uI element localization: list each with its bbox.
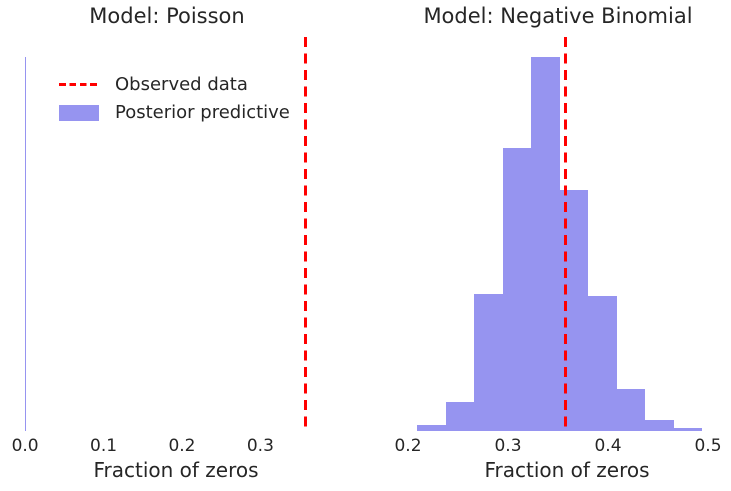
histogram-bar: [616, 389, 645, 431]
x-tick-label: 0.3: [494, 436, 522, 456]
legend-swatch-box: [59, 83, 99, 86]
x-tick-label: 0.0: [11, 436, 39, 456]
histogram-bar: [502, 147, 531, 431]
x-tick-label: 0.1: [90, 436, 118, 456]
histogram-bar: [588, 295, 617, 431]
legend-swatch-box: [59, 104, 99, 121]
observed-data-dashed-line-icon: [59, 83, 98, 86]
legend-label-observed-data: Observed data: [115, 73, 248, 95]
histogram-bar: [645, 420, 674, 431]
x-tick-label: 0.5: [694, 436, 722, 456]
poisson-x-axis-label: Fraction of zeros: [93, 458, 259, 482]
legend: Observed data Posterior predictive: [59, 75, 290, 122]
x-tick-label: 0.2: [168, 436, 196, 456]
legend-label-posterior-predictive: Posterior predictive: [115, 101, 290, 123]
x-tick-label: 0.2: [394, 436, 422, 456]
x-tick-label: 0.3: [246, 436, 274, 456]
poisson-panel-title: Model: Poisson: [89, 4, 245, 28]
histogram-bar: [673, 428, 702, 431]
histogram-bar: [474, 293, 503, 431]
observed-data-line: [564, 37, 567, 431]
negative-binomial-panel-title: Model: Negative Binomial: [423, 4, 693, 28]
histogram-bar: [417, 425, 446, 431]
histogram-bar: [531, 56, 560, 431]
histogram-bar: [445, 401, 474, 431]
legend-row-observed: Observed data: [59, 75, 290, 94]
observed-data-line: [304, 37, 307, 431]
negative-binomial-x-axis-label: Fraction of zeros: [484, 458, 650, 482]
posterior-predictive-patch-icon: [59, 104, 99, 121]
legend-row-posterior: Posterior predictive: [59, 103, 290, 122]
x-tick-label: 0.4: [594, 436, 622, 456]
